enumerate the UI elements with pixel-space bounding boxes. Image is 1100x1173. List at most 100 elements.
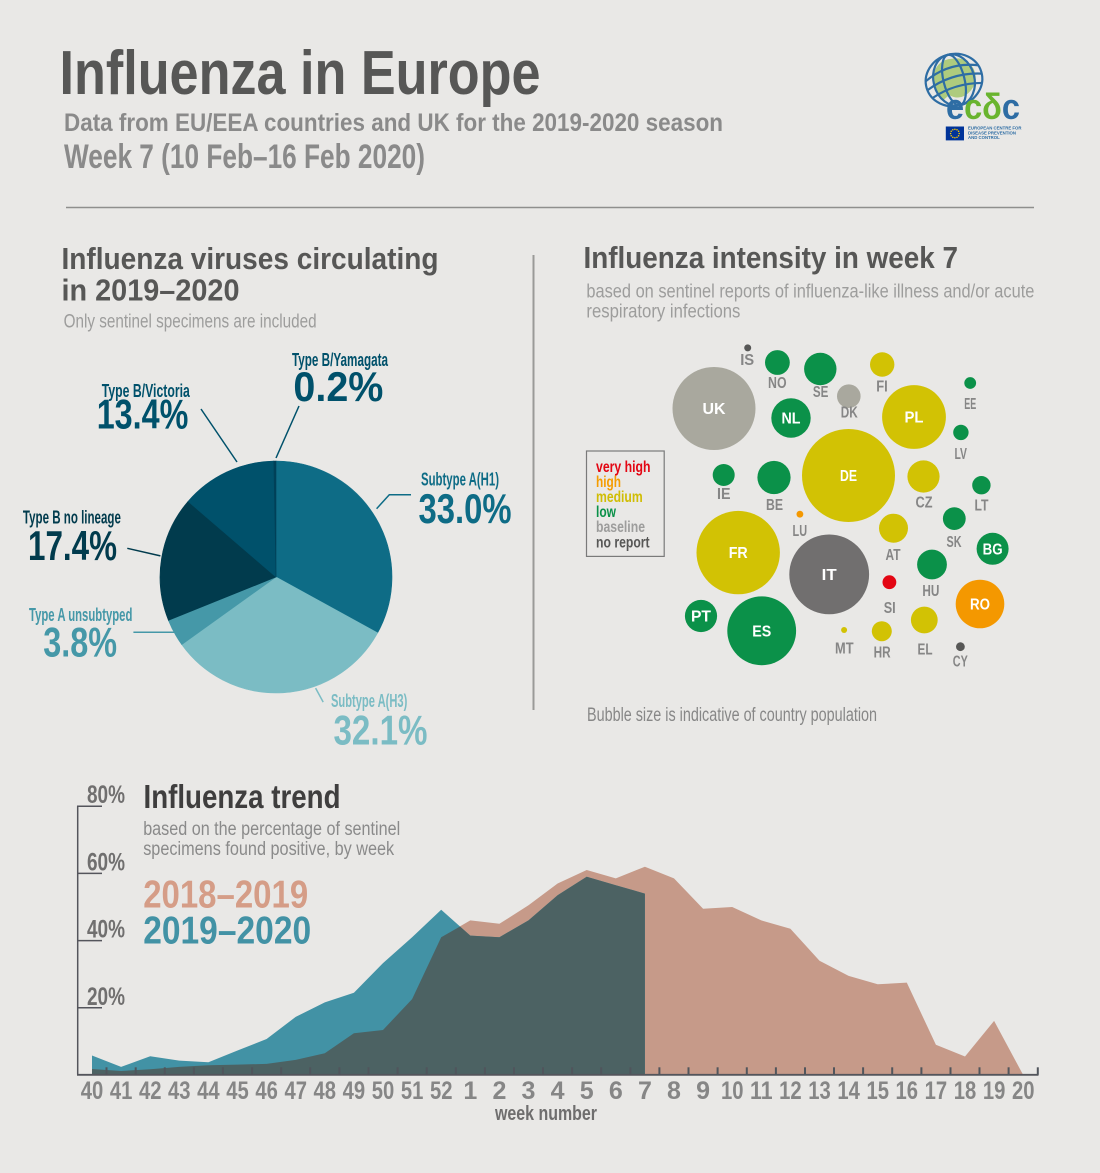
svg-text:5: 5: [580, 1077, 594, 1105]
svg-text:41: 41: [110, 1077, 133, 1105]
svg-text:no report: no report: [596, 534, 650, 551]
svg-text:PL: PL: [905, 410, 924, 427]
svg-text:IE: IE: [717, 486, 731, 503]
svg-text:40: 40: [81, 1077, 104, 1105]
svg-text:Bubble size is indicative of c: Bubble size is indicative of country pop…: [587, 705, 877, 726]
svg-text:15: 15: [866, 1077, 889, 1105]
svg-text:IS: IS: [740, 352, 754, 369]
svg-text:UK: UK: [703, 401, 726, 418]
svg-text:2019–2020: 2019–2020: [143, 910, 311, 953]
svg-text:low: low: [596, 504, 616, 521]
svg-text:Type A unsubtyped: Type A unsubtyped: [29, 605, 132, 625]
svg-text:respiratory infections: respiratory infections: [586, 302, 740, 323]
svg-text:33.0%: 33.0%: [419, 485, 512, 532]
svg-text:ES: ES: [752, 623, 771, 640]
svg-text:IT: IT: [822, 567, 837, 584]
svg-text:NL: NL: [782, 411, 801, 428]
svg-text:4: 4: [551, 1077, 565, 1105]
svg-text:EL: EL: [918, 642, 933, 659]
svg-text:3.8%: 3.8%: [43, 619, 117, 666]
svg-text:9: 9: [696, 1077, 710, 1105]
svg-text:DK: DK: [841, 405, 859, 422]
svg-text:SK: SK: [947, 534, 963, 551]
svg-text:HU: HU: [922, 583, 939, 600]
svg-text:42: 42: [139, 1077, 162, 1105]
svg-text:PT: PT: [691, 609, 711, 626]
svg-text:LU: LU: [793, 523, 808, 540]
svg-text:32.1%: 32.1%: [334, 706, 428, 753]
svg-text:49: 49: [343, 1077, 366, 1105]
svg-text:16: 16: [896, 1077, 919, 1105]
svg-text:11: 11: [750, 1077, 773, 1105]
svg-text:BE: BE: [766, 497, 783, 514]
svg-text:in 2019–2020: in 2019–2020: [62, 274, 240, 308]
svg-text:AT: AT: [886, 547, 901, 564]
svg-text:19: 19: [983, 1077, 1006, 1105]
svg-text:0.2%: 0.2%: [293, 363, 383, 410]
svg-text:80%: 80%: [87, 781, 125, 809]
svg-text:Data from EU/EEA countries and: Data from EU/EEA countries and UK for th…: [64, 109, 723, 137]
svg-text:Only sentinel specimens are in: Only sentinel specimens are included: [64, 312, 317, 333]
svg-text:17: 17: [925, 1077, 948, 1105]
svg-text:SE: SE: [813, 384, 829, 401]
svg-text:2: 2: [492, 1077, 506, 1105]
svg-text:Influenza intensity in week 7: Influenza intensity in week 7: [584, 241, 959, 275]
svg-text:Subtype A(H3): Subtype A(H3): [331, 691, 407, 711]
svg-text:48: 48: [314, 1077, 337, 1105]
svg-text:baseline: baseline: [596, 519, 645, 536]
svg-text:Type B no lineage: Type B no lineage: [23, 508, 121, 528]
svg-text:13.4%: 13.4%: [97, 391, 189, 438]
svg-text:ecδc: ecδc: [946, 86, 1020, 127]
svg-text:10: 10: [721, 1077, 744, 1105]
svg-text:3: 3: [522, 1077, 536, 1105]
svg-text:HR: HR: [874, 645, 891, 662]
svg-text:DISEASE PREVENTION: DISEASE PREVENTION: [968, 130, 1016, 135]
svg-text:NO: NO: [768, 375, 787, 392]
svg-text:44: 44: [197, 1077, 220, 1105]
svg-text:CZ: CZ: [916, 495, 933, 512]
svg-text:FI: FI: [876, 379, 888, 396]
svg-text:CY: CY: [953, 654, 968, 671]
svg-text:45: 45: [226, 1077, 249, 1105]
svg-text:Subtype A(H1): Subtype A(H1): [421, 470, 499, 490]
svg-text:20: 20: [1012, 1077, 1035, 1105]
svg-text:13: 13: [808, 1077, 831, 1105]
svg-text:very high: very high: [596, 459, 651, 476]
svg-text:MT: MT: [835, 641, 854, 658]
svg-text:LV: LV: [954, 446, 967, 463]
svg-text:Influenza in Europe: Influenza in Europe: [60, 39, 541, 108]
svg-text:43: 43: [168, 1077, 191, 1105]
svg-text:LT: LT: [975, 498, 989, 515]
svg-text:RO: RO: [970, 597, 990, 614]
svg-text:40%: 40%: [87, 916, 125, 944]
svg-text:12: 12: [779, 1077, 802, 1105]
svg-text:week number: week number: [494, 1103, 597, 1125]
svg-text:FR: FR: [729, 545, 748, 562]
svg-text:14: 14: [837, 1077, 860, 1105]
svg-text:medium: medium: [596, 489, 643, 506]
svg-text:based on sentinel reports of i: based on sentinel reports of influenza-l…: [586, 282, 1034, 303]
svg-text:18: 18: [954, 1077, 977, 1105]
svg-text:7: 7: [638, 1077, 652, 1105]
svg-text:EE: EE: [964, 396, 976, 413]
svg-text:50: 50: [372, 1077, 395, 1105]
svg-text:AND CONTROL: AND CONTROL: [968, 135, 1000, 140]
svg-text:Influenza viruses circulating: Influenza viruses circulating: [62, 242, 439, 276]
svg-text:Week 7 (10 Feb–16 Feb 2020): Week 7 (10 Feb–16 Feb 2020): [64, 138, 425, 176]
svg-text:DE: DE: [840, 468, 857, 485]
svg-text:6: 6: [609, 1077, 623, 1105]
svg-text:1: 1: [463, 1077, 477, 1105]
svg-text:specimens found positive, by w: specimens found positive, by week: [143, 839, 394, 860]
svg-text:17.4%: 17.4%: [28, 522, 117, 569]
svg-text:Influenza trend: Influenza trend: [144, 778, 341, 815]
svg-text:46: 46: [255, 1077, 278, 1105]
svg-text:high: high: [596, 474, 621, 491]
svg-text:EUROPEAN CENTRE FOR: EUROPEAN CENTRE FOR: [968, 126, 1022, 131]
svg-text:51: 51: [401, 1077, 424, 1105]
svg-text:52: 52: [430, 1077, 453, 1105]
svg-text:8: 8: [667, 1077, 681, 1105]
svg-text:SI: SI: [884, 600, 896, 617]
svg-text:based on the percentage of sen: based on the percentage of sentinel: [143, 819, 400, 840]
svg-text:Type B/Victoria: Type B/Victoria: [102, 381, 191, 401]
svg-text:60%: 60%: [87, 848, 125, 876]
